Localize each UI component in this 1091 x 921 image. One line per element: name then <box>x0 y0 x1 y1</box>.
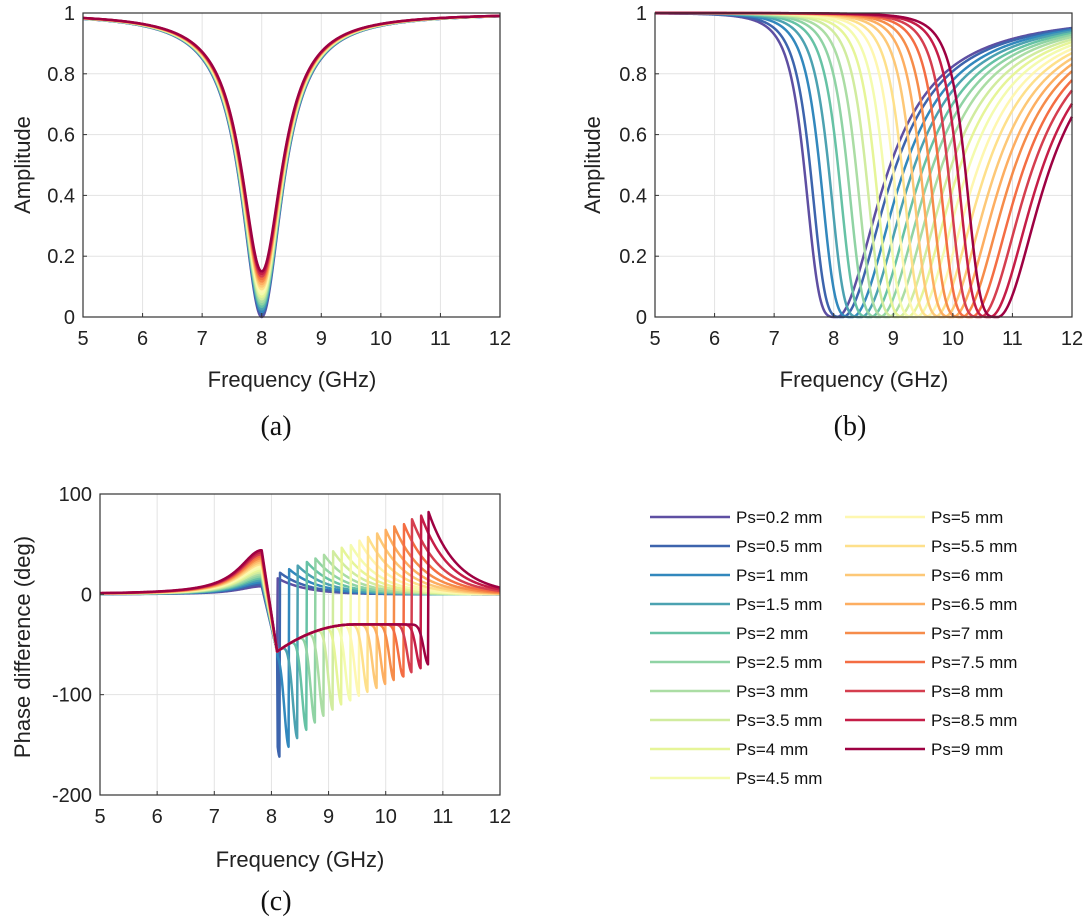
panel-b-x-tick-2: 7 <box>769 328 780 350</box>
panel-b-y-tick-2: 0.4 <box>619 185 647 207</box>
panel-a-y-tick-4: 0.8 <box>47 64 75 86</box>
panel-c-x-tick-labels: 5 6 7 8 9 10 11 12 <box>94 806 511 828</box>
legend-label-0: Ps=0.2 mm <box>736 508 822 527</box>
panel-a-x-tick-0: 5 <box>77 328 88 350</box>
legend: Ps=0.2 mm Ps=0.5 mm Ps=1 mm Ps=1.5 mm Ps=2 m… <box>615 500 1065 790</box>
panel-b-x-tick-4: 9 <box>888 328 899 350</box>
panel-c-y-tick-2: 0 <box>81 584 92 606</box>
panel-b-axes-box <box>654 12 1073 318</box>
legend-label-15: Ps=7.5 mm <box>931 653 1017 672</box>
panel-b-axes <box>654 12 1073 318</box>
panel-a-x-axis-label: Frequency (GHz) <box>208 367 377 392</box>
panel-b-y-tick-labels: 0 0.2 0.4 0.6 0.8 1 <box>619 3 647 329</box>
panel-a-x-tick-7: 12 <box>489 328 511 350</box>
panel-c-x-tick-6: 11 <box>432 806 453 828</box>
legend-label-11: Ps=5.5 mm <box>931 537 1017 556</box>
panel-a-y-tick-labels: 0 0.2 0.4 0.6 0.8 1 <box>47 3 75 329</box>
panel-c-caption: (c) <box>260 886 291 917</box>
panel-c-y-tick-labels: -200 -100 0 100 <box>52 484 92 807</box>
panel-b-x-tick-0: 5 <box>649 328 660 350</box>
panel-a-x-tick-5: 10 <box>370 328 392 350</box>
panel-a-y-tick-3: 0.6 <box>47 125 75 147</box>
panel-c-y-tick-3: 100 <box>59 484 92 506</box>
legend-label-18: Ps=9 mm <box>931 740 1003 759</box>
panel-c-curves <box>99 510 501 758</box>
panel-b-x-axis-label: Frequency (GHz) <box>780 367 949 392</box>
legend-label-5: Ps=2.5 mm <box>736 653 822 672</box>
legend-background <box>615 500 1065 790</box>
legend-label-14: Ps=7 mm <box>931 624 1003 643</box>
panel-b-y-tick-3: 0.6 <box>619 125 647 147</box>
legend-label-6: Ps=3 mm <box>736 682 808 701</box>
panel-c-x-axis-label: Frequency (GHz) <box>216 847 385 872</box>
panel-a-y-tick-5: 1 <box>64 3 75 25</box>
legend-label-17: Ps=8.5 mm <box>931 711 1017 730</box>
panel-c-y-axis-label: Phase difference (deg) <box>10 536 35 758</box>
legend-label-9: Ps=4.5 mm <box>736 769 822 788</box>
panel-a-y-axis-label: Amplitude <box>10 116 35 214</box>
panel-b-y-axis-label: Amplitude <box>580 116 605 214</box>
panel-b-y-tick-4: 0.8 <box>619 64 647 86</box>
legend-label-4: Ps=2 mm <box>736 624 808 643</box>
panel-c-x-tick-1: 6 <box>152 806 163 828</box>
panel-c-x-tick-2: 7 <box>209 806 220 828</box>
panel-a-y-tick-0: 0 <box>64 307 75 329</box>
panel-b-y-tick-1: 0.2 <box>619 246 647 268</box>
legend-label-3: Ps=1.5 mm <box>736 595 822 614</box>
panel-c-axes-box <box>99 493 501 796</box>
legend-label-1: Ps=0.5 mm <box>736 537 822 556</box>
panel-a-curves <box>82 14 501 319</box>
panel-a-x-tick-3: 8 <box>256 328 267 350</box>
panel-b: 5 6 7 8 9 10 11 12 0 0.2 0.4 0.6 0.8 1 Frequency (GH… <box>580 3 1083 442</box>
legend-label-7: Ps=3.5 mm <box>736 711 822 730</box>
panel-a-caption: (a) <box>260 411 291 442</box>
panel-b-y-tick-0: 0 <box>636 307 647 329</box>
panel-a-x-tick-2: 7 <box>197 328 208 350</box>
panel-a-series-18 <box>82 14 501 273</box>
panel-c-series-18 <box>99 510 501 666</box>
legend-label-12: Ps=6 mm <box>931 566 1003 585</box>
panel-b-x-tick-6: 11 <box>1002 328 1023 350</box>
panel-a-x-tick-6: 11 <box>430 328 451 350</box>
panel-a-axes <box>82 12 501 318</box>
panel-c-x-tick-0: 5 <box>94 806 105 828</box>
legend-label-13: Ps=6.5 mm <box>931 595 1017 614</box>
panel-c-y-tick-1: -100 <box>52 685 92 707</box>
panel-b-x-tick-3: 8 <box>828 328 839 350</box>
panel-a-x-tick-labels: 5 6 7 8 9 10 11 12 <box>77 328 511 350</box>
legend-label-16: Ps=8 mm <box>931 682 1003 701</box>
panel-b-y-tick-5: 1 <box>636 3 647 25</box>
panel-c: 5 6 7 8 9 10 11 12 -200 -100 0 100 Frequency (GHz)… <box>10 484 511 917</box>
panel-c-y-tick-0: -200 <box>52 785 92 807</box>
panel-a-axes-box <box>82 12 501 318</box>
panel-a: 5 6 7 8 9 10 11 12 0 0.2 0.4 0.6 0.8 1 Frequency (GH… <box>10 3 511 442</box>
panel-a-x-tick-4: 9 <box>316 328 327 350</box>
panel-c-x-tick-7: 12 <box>489 806 511 828</box>
panel-c-x-tick-4: 9 <box>323 806 334 828</box>
panel-b-x-tick-7: 12 <box>1061 328 1083 350</box>
panel-b-x-tick-labels: 5 6 7 8 9 10 11 12 <box>649 328 1083 350</box>
panel-b-x-tick-5: 10 <box>942 328 964 350</box>
legend-label-10: Ps=5 mm <box>931 508 1003 527</box>
panel-a-y-tick-2: 0.4 <box>47 185 75 207</box>
legend-label-2: Ps=1 mm <box>736 566 808 585</box>
panel-c-x-tick-5: 10 <box>375 806 397 828</box>
panel-b-x-tick-1: 6 <box>709 328 720 350</box>
panel-b-caption: (b) <box>834 411 867 442</box>
legend-label-8: Ps=4 mm <box>736 740 808 759</box>
panel-c-x-tick-3: 8 <box>266 806 277 828</box>
panel-c-axes <box>99 493 501 796</box>
panel-a-y-tick-1: 0.2 <box>47 246 75 268</box>
panel-a-x-tick-1: 6 <box>137 328 148 350</box>
